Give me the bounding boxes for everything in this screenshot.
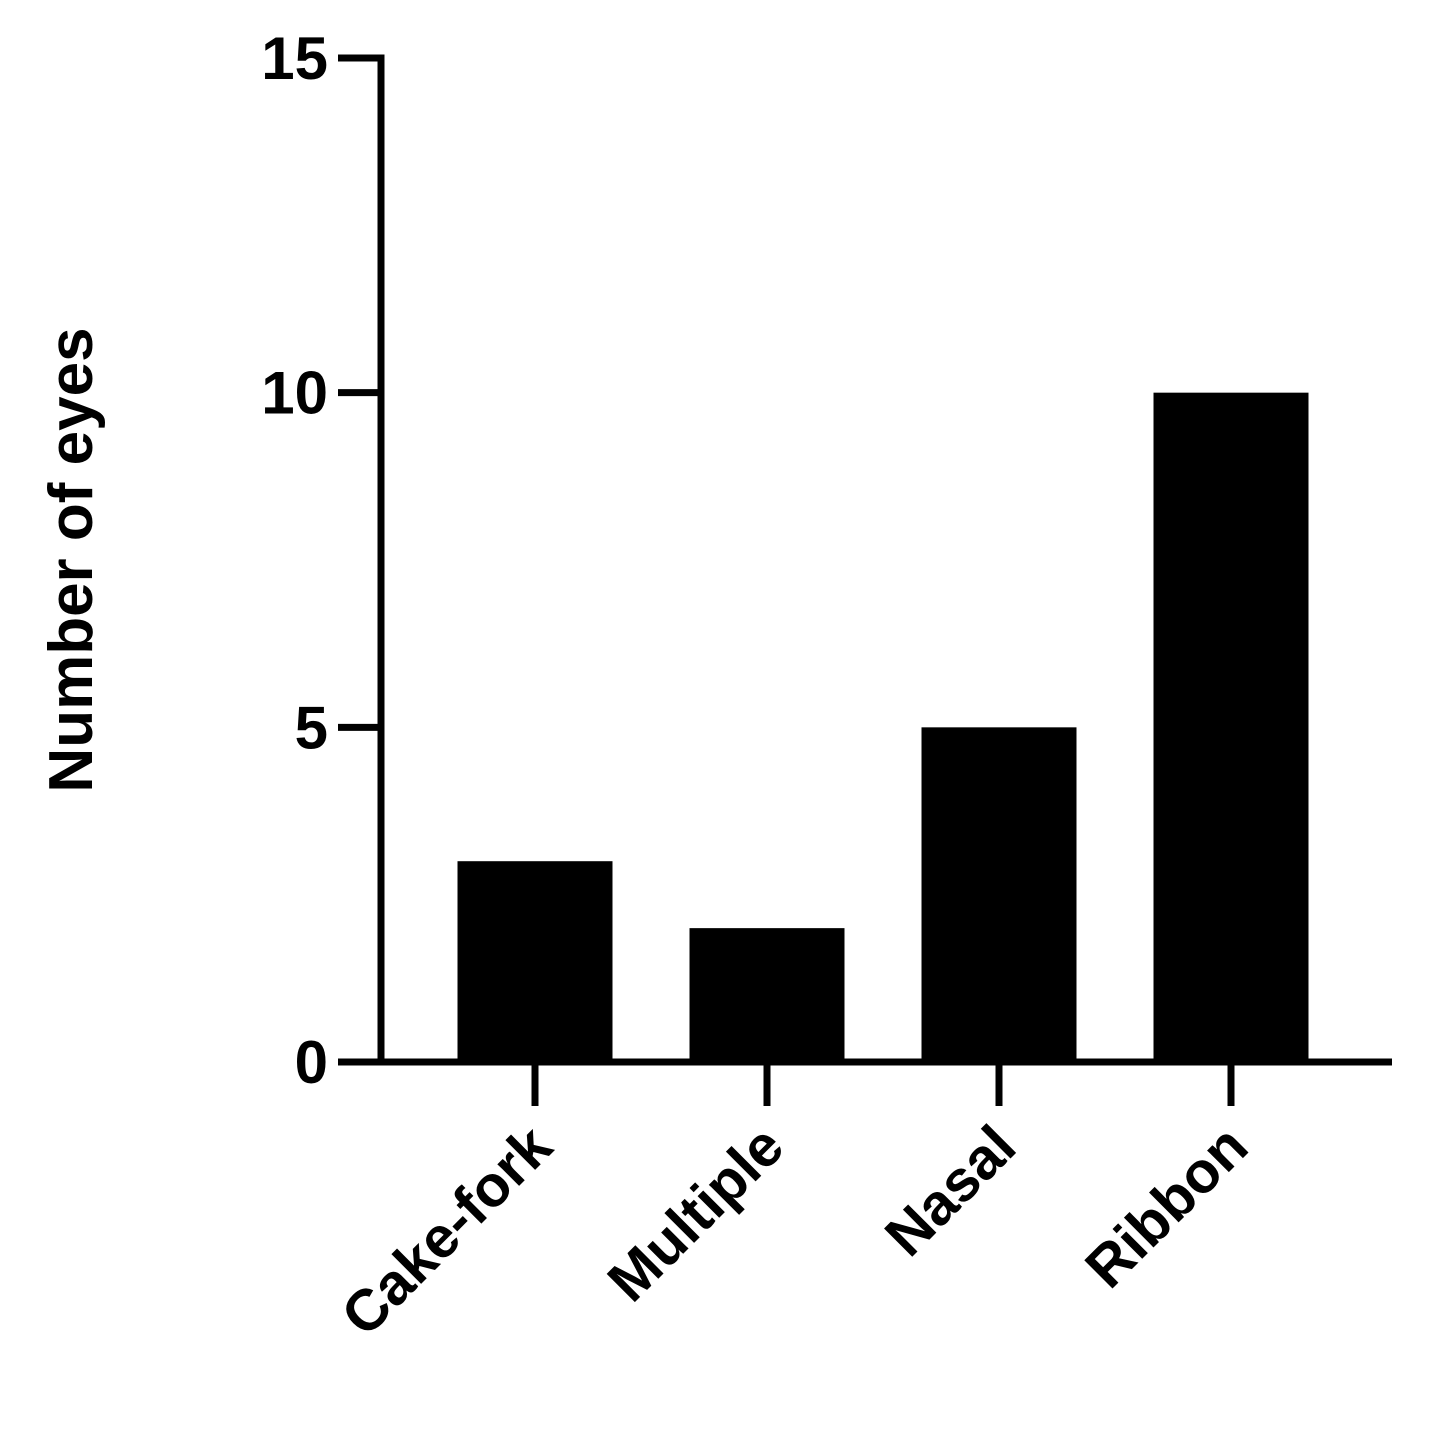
x-tick-label: Cake-fork <box>329 1113 565 1349</box>
bar <box>689 928 845 1062</box>
y-axis-label: Number of eyes <box>37 327 106 792</box>
bar <box>921 727 1077 1062</box>
bar <box>1153 392 1309 1063</box>
x-tick-label: Multiple <box>595 1113 796 1314</box>
y-tick-label: 10 <box>261 360 328 427</box>
x-tick-label: Nasal <box>873 1113 1028 1268</box>
y-tick-label: 15 <box>261 25 328 92</box>
x-tick-label: Ribbon <box>1073 1113 1260 1300</box>
y-tick-label: 5 <box>295 694 328 761</box>
bar <box>457 861 613 1062</box>
y-tick-label: 0 <box>295 1029 328 1096</box>
